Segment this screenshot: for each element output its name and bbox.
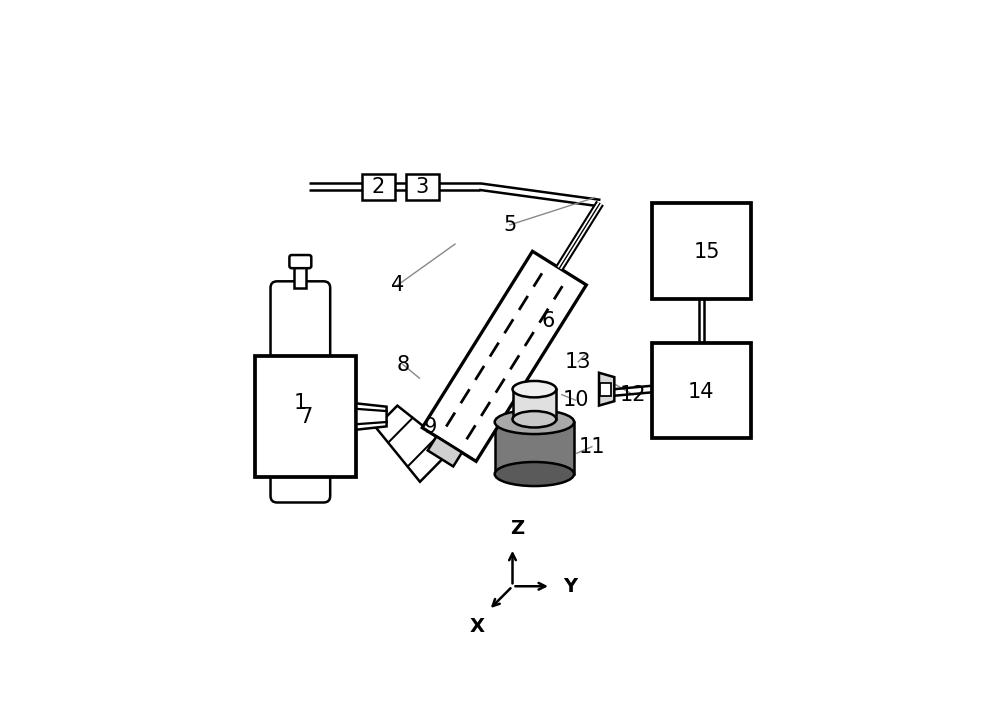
Text: 11: 11 — [579, 437, 605, 456]
Text: 9: 9 — [424, 417, 437, 437]
Text: 7: 7 — [299, 407, 313, 427]
Polygon shape — [422, 251, 586, 461]
Bar — [512, 389, 556, 419]
Text: 12: 12 — [620, 385, 646, 405]
Text: Z: Z — [510, 519, 524, 538]
Ellipse shape — [512, 411, 556, 427]
Bar — [652, 343, 751, 439]
Polygon shape — [356, 403, 387, 429]
Text: X: X — [469, 616, 484, 636]
Text: 3: 3 — [416, 177, 429, 197]
Ellipse shape — [495, 410, 574, 434]
Text: 10: 10 — [562, 390, 589, 410]
Polygon shape — [376, 406, 452, 482]
Bar — [652, 203, 751, 299]
Text: 2: 2 — [372, 177, 385, 197]
Bar — [255, 356, 356, 477]
Bar — [406, 174, 439, 201]
Bar — [495, 422, 574, 474]
Bar — [600, 383, 611, 396]
Bar — [294, 266, 306, 288]
Polygon shape — [428, 437, 462, 466]
Ellipse shape — [512, 381, 556, 397]
Text: 6: 6 — [541, 311, 555, 331]
Text: 15: 15 — [694, 242, 720, 262]
Text: 14: 14 — [688, 382, 715, 402]
Ellipse shape — [495, 462, 574, 486]
Text: 4: 4 — [391, 275, 404, 295]
FancyBboxPatch shape — [271, 282, 330, 503]
Text: 8: 8 — [396, 355, 410, 375]
Text: Y: Y — [563, 577, 577, 596]
Text: 13: 13 — [565, 352, 591, 372]
Text: 5: 5 — [503, 215, 516, 235]
Polygon shape — [599, 373, 614, 405]
Text: 1: 1 — [294, 393, 307, 413]
FancyBboxPatch shape — [289, 255, 311, 268]
Bar — [362, 174, 395, 201]
